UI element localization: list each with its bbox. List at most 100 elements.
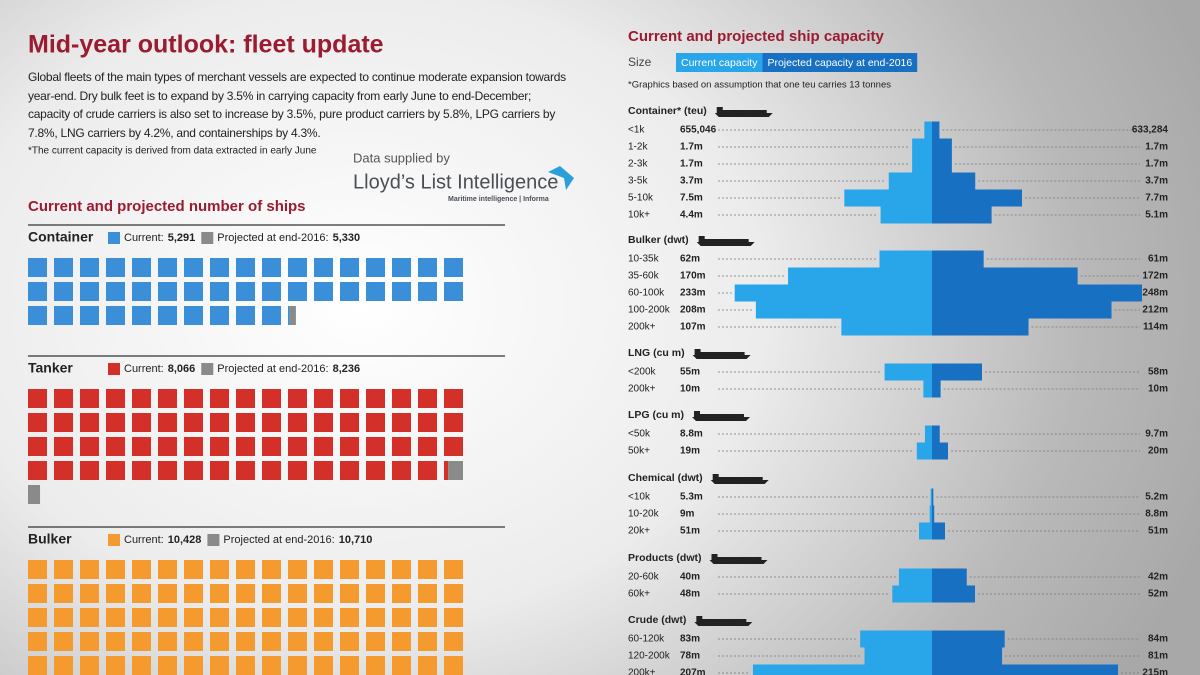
ship-square xyxy=(418,461,437,480)
bar-current xyxy=(912,138,932,156)
ship-square xyxy=(28,437,47,456)
legend-label: Projected at end-2016: xyxy=(217,363,328,375)
ship-square xyxy=(236,437,255,456)
ship-square xyxy=(28,584,47,603)
bar-projected xyxy=(932,647,1003,665)
ship-square xyxy=(262,632,281,651)
legend-swatch xyxy=(201,232,214,244)
bar-projected xyxy=(932,318,1029,336)
ship-square xyxy=(444,437,463,456)
ship-square xyxy=(80,656,99,675)
row-label: <200k xyxy=(628,367,657,378)
ship-square xyxy=(366,389,385,408)
bar-projected xyxy=(932,121,940,139)
ship-square-projected xyxy=(28,485,41,504)
projected-label: 84m xyxy=(1148,634,1168,645)
ship-square-projected xyxy=(448,461,463,480)
ship-square xyxy=(288,258,307,277)
ship-square-projected xyxy=(289,306,296,325)
ship-square xyxy=(366,258,385,277)
group-header: LNG (cu m) xyxy=(628,347,685,359)
legend-chip xyxy=(762,53,918,72)
projected-label: 7.7m xyxy=(1145,193,1168,204)
ship-square xyxy=(314,584,333,603)
ship-square xyxy=(158,306,177,325)
current-label: 5.3m xyxy=(680,492,703,503)
ship-square xyxy=(444,560,463,579)
row-label: 200k+ xyxy=(628,668,656,675)
ship-square xyxy=(132,413,151,432)
ship-square xyxy=(288,656,307,675)
bar-projected xyxy=(932,664,1118,675)
page-title: Mid-year outlook: fleet update xyxy=(28,31,384,59)
row-label: 5-10k xyxy=(628,193,654,204)
bar-projected xyxy=(932,189,1022,207)
bar-projected xyxy=(932,206,992,224)
ship-square xyxy=(236,461,255,480)
current-label: 7.5m xyxy=(680,193,703,204)
ship-square xyxy=(262,258,281,277)
bar-projected xyxy=(932,284,1142,302)
ship-square xyxy=(314,461,333,480)
projected-label: 1.7m xyxy=(1145,159,1168,170)
note: *Graphics based on assumption that one t… xyxy=(628,80,891,91)
ship-square xyxy=(418,389,437,408)
current-label: 9m xyxy=(680,509,695,520)
row-label: 50k+ xyxy=(628,446,650,457)
ship-square xyxy=(418,413,437,432)
ship-icon xyxy=(714,107,773,117)
ship-square xyxy=(132,461,151,480)
ship-square xyxy=(132,608,151,627)
current-label: 78m xyxy=(680,651,700,662)
ship-square xyxy=(80,306,99,325)
row-label: <1k xyxy=(628,125,645,136)
ship-square xyxy=(80,560,99,579)
ship-square xyxy=(132,258,151,277)
ship-square xyxy=(28,461,47,480)
brand-logo xyxy=(548,166,574,190)
bar-current xyxy=(930,488,932,506)
ship-square xyxy=(392,584,411,603)
ship-square xyxy=(80,461,99,480)
group-header: Container* (teu) xyxy=(628,105,707,117)
ship-square xyxy=(340,282,359,301)
bar-current xyxy=(888,172,932,190)
ship-square xyxy=(80,258,99,277)
ship-square xyxy=(288,461,307,480)
bar-current xyxy=(898,568,932,586)
ship-square xyxy=(106,389,125,408)
ship-square xyxy=(418,656,437,675)
projected-label: 633,284 xyxy=(1132,125,1169,136)
current-label: 655,046 xyxy=(680,125,717,136)
ship-square xyxy=(444,258,463,277)
ship-icon xyxy=(709,554,768,564)
ship-square xyxy=(262,437,281,456)
ship-square xyxy=(54,437,73,456)
ship-square xyxy=(184,282,203,301)
ship-square xyxy=(210,389,229,408)
ship-square xyxy=(184,258,203,277)
ship-square xyxy=(314,258,333,277)
ship-square xyxy=(28,413,47,432)
ship-square xyxy=(418,560,437,579)
ship-square xyxy=(444,584,463,603)
projected-label: 3.7m xyxy=(1145,176,1168,187)
intro-text: Global fleets of the main types of merch… xyxy=(28,70,566,140)
projected-label: 10m xyxy=(1148,384,1168,395)
ship-square xyxy=(418,608,437,627)
bar-current xyxy=(884,363,932,381)
row-label: 2-3k xyxy=(628,159,648,170)
ship-square xyxy=(184,389,203,408)
bar-projected xyxy=(932,172,976,190)
ship-square xyxy=(392,413,411,432)
ship-square xyxy=(262,584,281,603)
ship-square xyxy=(392,258,411,277)
current-label: 83m xyxy=(680,634,700,645)
legend-projected: Projected at end-2016: 8,236 xyxy=(217,363,360,375)
ship-square xyxy=(314,389,333,408)
legend-swatch xyxy=(108,363,120,375)
bar-current xyxy=(923,380,932,398)
ship-icon xyxy=(694,616,753,626)
